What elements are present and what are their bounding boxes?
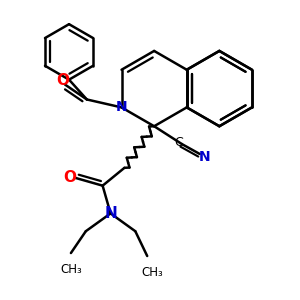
Text: O: O	[57, 73, 70, 88]
Text: N: N	[104, 206, 117, 221]
Text: O: O	[63, 170, 76, 185]
Text: C: C	[175, 136, 183, 148]
Text: N: N	[199, 150, 211, 164]
Text: CH₃: CH₃	[141, 266, 163, 279]
Text: CH₃: CH₃	[60, 263, 82, 276]
Text: N: N	[116, 100, 127, 114]
